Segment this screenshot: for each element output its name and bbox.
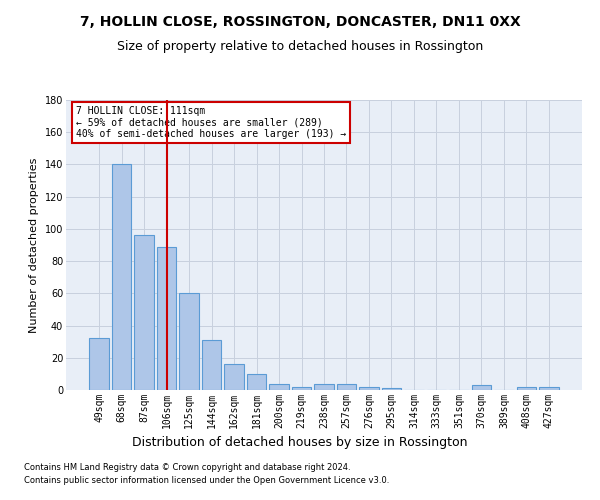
Bar bbox=[292, 387, 311, 390]
Bar bbox=[157, 246, 176, 390]
Bar bbox=[382, 388, 401, 390]
Bar bbox=[337, 384, 356, 390]
Text: 7 HOLLIN CLOSE: 111sqm
← 59% of detached houses are smaller (289)
40% of semi-de: 7 HOLLIN CLOSE: 111sqm ← 59% of detached… bbox=[76, 106, 347, 139]
Text: Contains public sector information licensed under the Open Government Licence v3: Contains public sector information licen… bbox=[24, 476, 389, 485]
Text: Contains HM Land Registry data © Crown copyright and database right 2024.: Contains HM Land Registry data © Crown c… bbox=[24, 464, 350, 472]
Bar bbox=[517, 387, 536, 390]
Bar bbox=[359, 387, 379, 390]
Bar bbox=[539, 387, 559, 390]
Text: Distribution of detached houses by size in Rossington: Distribution of detached houses by size … bbox=[132, 436, 468, 449]
Bar bbox=[314, 384, 334, 390]
Y-axis label: Number of detached properties: Number of detached properties bbox=[29, 158, 39, 332]
Bar bbox=[269, 384, 289, 390]
Bar bbox=[134, 236, 154, 390]
Bar bbox=[89, 338, 109, 390]
Bar bbox=[247, 374, 266, 390]
Bar bbox=[112, 164, 131, 390]
Text: 7, HOLLIN CLOSE, ROSSINGTON, DONCASTER, DN11 0XX: 7, HOLLIN CLOSE, ROSSINGTON, DONCASTER, … bbox=[80, 15, 520, 29]
Bar bbox=[472, 385, 491, 390]
Bar bbox=[179, 294, 199, 390]
Bar bbox=[202, 340, 221, 390]
Text: Size of property relative to detached houses in Rossington: Size of property relative to detached ho… bbox=[117, 40, 483, 53]
Bar bbox=[224, 364, 244, 390]
